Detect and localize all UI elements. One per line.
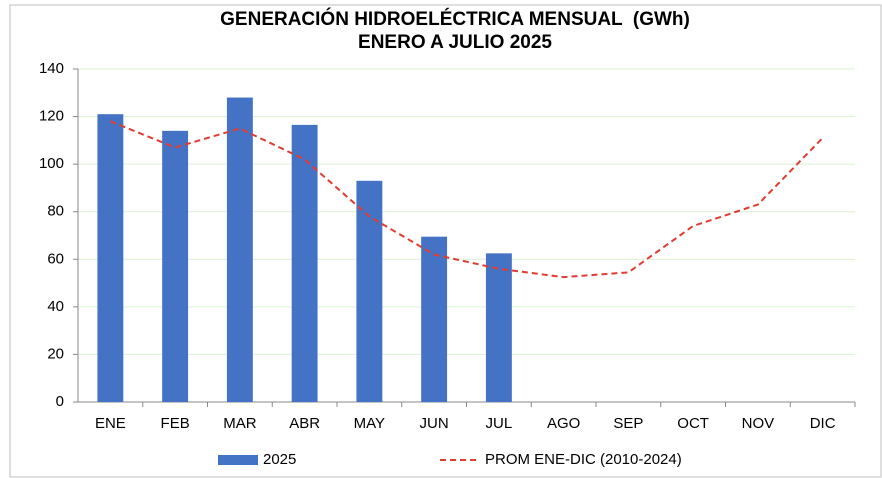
legend-label: PROM ENE-DIC (2010-2024) — [485, 451, 682, 468]
x-tick-label: AGO — [547, 415, 580, 432]
legend-label: 2025 — [263, 451, 296, 468]
x-tick-label: SEP — [613, 415, 643, 432]
line — [110, 120, 824, 279]
y-tick-label: 0 — [56, 393, 64, 410]
bar — [421, 236, 448, 402]
bar — [356, 180, 383, 402]
x-tick-label: MAR — [223, 415, 257, 432]
y-tick-label: 60 — [47, 250, 64, 267]
y-tick-label: 80 — [47, 203, 64, 220]
x-tick-label: FEB — [161, 415, 190, 432]
x-tick-label: OCT — [677, 415, 709, 432]
x-tick-label: JUN — [420, 415, 449, 432]
x-tick-label: DIC — [810, 415, 836, 432]
y-tick-label: 20 — [47, 345, 64, 362]
x-tick-label: ABR — [289, 415, 320, 432]
y-tick-label: 100 — [39, 155, 64, 172]
x-tick-label: ENE — [95, 415, 126, 432]
bar — [485, 253, 512, 402]
chart-subtitle: ENERO A JULIO 2025 — [358, 32, 552, 53]
bar — [162, 130, 189, 403]
y-tick-label: 40 — [47, 298, 64, 315]
x-tick-label: JUL — [486, 415, 513, 432]
bar — [226, 97, 253, 403]
legend-swatch — [218, 455, 258, 465]
x-tick-label: NOV — [742, 415, 775, 432]
bar — [291, 124, 318, 403]
chart-title: GENERACIÓN HIDROELÉCTRICA MENSUAL (GWh) — [220, 8, 690, 30]
y-tick-label: 140 — [39, 60, 64, 77]
x-tick-label: MAY — [354, 415, 385, 432]
bar — [97, 114, 124, 402]
y-tick-label: 120 — [39, 108, 64, 125]
